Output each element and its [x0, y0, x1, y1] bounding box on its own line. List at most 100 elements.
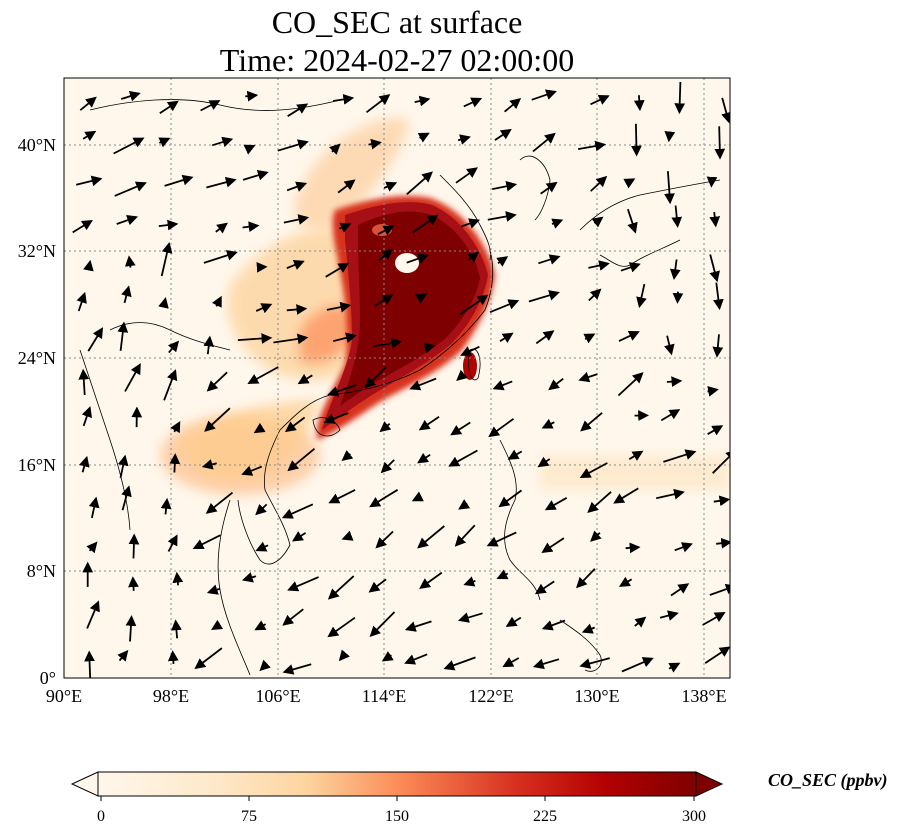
wind-arrow — [241, 572, 257, 583]
wind-arrow — [496, 256, 509, 267]
wind-arrow — [368, 138, 382, 150]
wind-arrow — [656, 488, 685, 500]
wind-arrow — [341, 530, 354, 541]
wind-arrow — [713, 495, 730, 507]
wind-arrow — [534, 580, 555, 595]
wind-arrow — [551, 218, 564, 229]
wind-arrow — [618, 330, 640, 342]
wind-arrow — [329, 143, 341, 155]
wind-arrow — [241, 465, 263, 476]
wind-arrow — [83, 259, 94, 272]
wind-arrow — [124, 363, 141, 392]
wind-arrow — [113, 137, 145, 155]
lat-tick-label: 24°N — [18, 348, 56, 368]
wind-arrow — [502, 657, 520, 668]
wind-arrow — [171, 619, 182, 639]
wind-arrow — [463, 97, 483, 108]
wind-arrow — [454, 524, 476, 547]
wind-arrow — [337, 179, 356, 194]
wind-arrow — [531, 89, 557, 101]
wind-arrow — [494, 128, 512, 141]
wind-arrow — [117, 649, 129, 662]
wind-arrow — [79, 455, 90, 473]
wind-arrow — [579, 657, 610, 669]
wind-arrow — [120, 90, 141, 102]
wind-vector-field — [72, 81, 730, 678]
colorbar-extend-max — [695, 771, 724, 797]
wind-arrow — [169, 453, 181, 473]
wind-arrow — [286, 181, 308, 192]
map-title-line2: Time: 2024-02-27 02:00:00 — [219, 42, 575, 78]
wind-arrow — [538, 254, 561, 265]
colorbar: 0 75 150 225 300 — [70, 771, 724, 825]
wind-arrow — [253, 422, 266, 434]
wind-arrow — [668, 662, 681, 673]
wind-arrow — [206, 371, 228, 392]
wind-arrow — [496, 569, 509, 580]
wind-arrow — [326, 301, 352, 313]
wind-arrow — [259, 659, 271, 672]
wind-arrow — [237, 333, 273, 344]
wind-arrow — [291, 531, 307, 542]
wind-arrow — [211, 136, 234, 148]
wind-arrow — [72, 219, 93, 234]
wind-arrow — [172, 571, 184, 586]
lat-tick-label: 32°N — [18, 241, 56, 261]
wind-arrow — [380, 459, 395, 474]
wind-arrow — [504, 98, 522, 113]
wind-arrow — [417, 452, 431, 464]
wind-arrow — [203, 250, 238, 264]
wind-arrow — [499, 332, 514, 343]
wind-arrow — [625, 542, 641, 554]
wind-arrow — [124, 255, 136, 268]
wind-arrow — [368, 578, 387, 593]
wind-arrow — [706, 176, 718, 188]
wind-arrow — [286, 304, 308, 315]
wind-arrow — [158, 297, 169, 309]
wind-arrow — [590, 95, 610, 106]
map-frame — [63, 77, 731, 679]
wind-arrow — [707, 386, 719, 397]
wind-arrow — [674, 542, 693, 553]
lon-tick-label: 106°E — [255, 686, 300, 706]
wind-arrow — [702, 612, 726, 626]
lon-tick-label: 130°E — [574, 686, 619, 706]
wind-arrow — [163, 369, 178, 401]
wind-arrow — [75, 175, 103, 187]
wind-arrow — [297, 373, 313, 385]
wind-arrow — [404, 620, 432, 632]
wind-arrow — [255, 541, 269, 552]
wind-arrow — [663, 449, 697, 463]
wind-arrow — [671, 205, 683, 228]
lon-tick-label: 90°E — [46, 686, 82, 706]
wind-arrow — [455, 167, 478, 184]
colorbar-tick-label: 225 — [533, 808, 557, 825]
wind-arrow — [544, 497, 568, 511]
wind-arrow — [623, 178, 636, 189]
wind-arrow — [486, 531, 517, 547]
lon-tick-label: 98°E — [153, 686, 189, 706]
wind-arrow — [588, 260, 610, 271]
wind-arrow — [411, 491, 424, 502]
wind-arrow — [375, 530, 394, 549]
wind-arrow — [204, 407, 231, 432]
wind-arrow — [498, 489, 523, 508]
wind-arrow — [423, 342, 436, 354]
wind-arrow — [618, 576, 633, 587]
wind-arrow — [636, 283, 647, 309]
wind-arrow — [254, 620, 267, 631]
wind-arrow — [588, 288, 602, 302]
colorbar-tick-label: 0 — [97, 808, 105, 825]
wind-arrow — [548, 377, 564, 391]
wind-arrow — [167, 650, 179, 664]
wind-arrow — [630, 123, 642, 157]
wind-arrow — [200, 100, 221, 112]
wind-arrow — [170, 421, 181, 434]
wind-arrow — [369, 489, 399, 508]
wind-arrow — [670, 583, 690, 597]
wind-arrow — [255, 503, 268, 516]
wind-arrow — [414, 95, 431, 107]
lon-tick-label: 114°E — [362, 686, 407, 706]
wind-arrow — [160, 497, 172, 515]
wind-arrow — [381, 651, 394, 662]
